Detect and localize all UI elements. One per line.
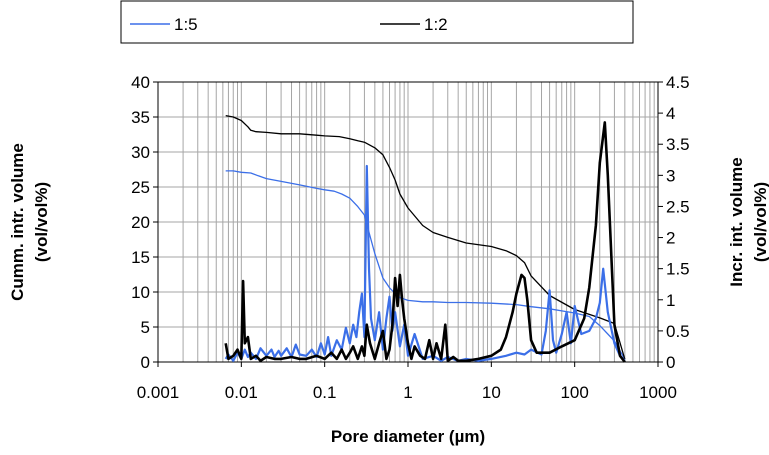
series-1-5-incremental-line xyxy=(224,164,626,362)
y-right-tick-label: 2.5 xyxy=(666,197,690,216)
y-left-tick-label: 30 xyxy=(131,143,150,162)
x-tick-label: 0.001 xyxy=(137,383,180,402)
y-right-tick-label: 0 xyxy=(666,353,675,372)
y-left-tick-label: 10 xyxy=(131,283,150,302)
y-right-tick-label: 2 xyxy=(666,229,675,248)
y-right-tick-label: 0.5 xyxy=(666,322,690,341)
x-tick-label: 1 xyxy=(403,383,412,402)
x-axis-title: Pore diameter (µm) xyxy=(331,427,485,446)
x-tick-label: 10 xyxy=(482,383,501,402)
right-axis-title-line2: (vol/vol%) xyxy=(751,182,769,262)
legend-label-1-5: 1:5 xyxy=(174,15,198,34)
y-left-tick-label: 5 xyxy=(141,318,150,337)
series-1-2-incremental-line xyxy=(224,121,626,363)
tick-labels: 0.001 0.01 0.1 1 10 100 1000 0 5 10 15 20 25 30 35 40 0 0… xyxy=(131,73,690,402)
left-axis-title-line1: Cumm. intr. volume xyxy=(8,143,27,301)
y-left-tick-label: 20 xyxy=(131,213,150,232)
y-right-tick-label: 1.5 xyxy=(666,260,690,279)
axis-ticks xyxy=(153,81,663,367)
x-tick-label: 1000 xyxy=(639,383,677,402)
x-tick-label: 100 xyxy=(560,383,588,402)
left-axis-title: Cumm. intr. volume (vol/vol%) xyxy=(8,143,51,301)
legend-box xyxy=(120,0,634,44)
y-right-tick-label: 4 xyxy=(666,104,675,123)
x-tick-label: 0.01 xyxy=(225,383,258,402)
y-left-tick-label: 15 xyxy=(131,248,150,267)
right-axis-title: Incr. int. volume (vol/vol%) xyxy=(727,157,769,286)
y-right-tick-label: 4.5 xyxy=(666,73,690,92)
y-right-tick-label: 3 xyxy=(666,166,675,185)
y-left-tick-label: 35 xyxy=(131,108,150,127)
right-axis-title-line1: Incr. int. volume xyxy=(727,157,746,286)
y-left-tick-label: 40 xyxy=(131,73,150,92)
series-1-2-cumulative-line xyxy=(225,114,626,360)
y-left-tick-label: 25 xyxy=(131,178,150,197)
data-series xyxy=(224,114,626,363)
y-right-tick-label: 1 xyxy=(666,291,675,310)
legend: 1:5 1:2 xyxy=(120,0,634,44)
left-axis-title-line2: (vol/vol%) xyxy=(32,182,51,262)
legend-label-1-2: 1:2 xyxy=(424,15,448,34)
y-left-tick-label: 0 xyxy=(141,353,150,372)
y-right-tick-label: 3.5 xyxy=(666,135,690,154)
x-tick-label: 0.1 xyxy=(313,383,337,402)
